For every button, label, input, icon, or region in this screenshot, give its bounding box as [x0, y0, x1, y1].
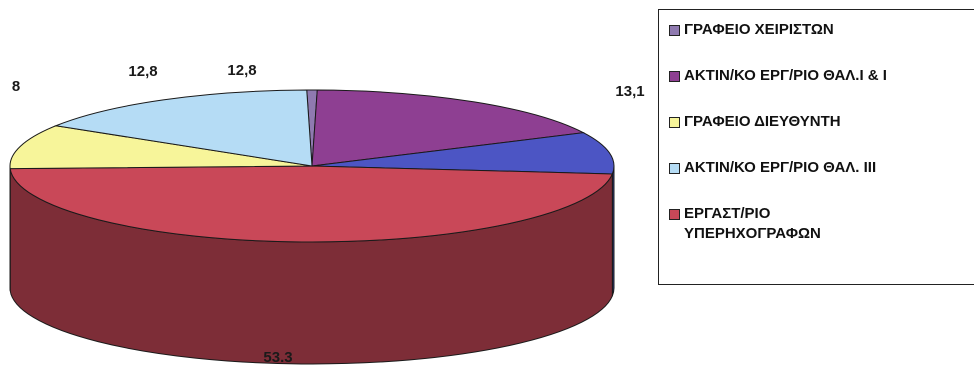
pie-top-layer	[9, 89, 615, 243]
slice-value-label-purple: 12,8	[227, 62, 256, 79]
pie-slice-top	[311, 89, 586, 167]
pie-label-layer: 12,8 13,1 53.3 8 12,8	[12, 62, 645, 365]
slice-value-label-red: 53.3	[263, 349, 292, 365]
legend-label: ΑΚΤΙΝ/ΚΟ ΕΡΓ/ΡΙΟ ΘΑΛ. ΙΙΙ	[684, 159, 877, 176]
legend-entry: ΓΡΑΦΕΙΟ ΧΕΙΡΙΣΤΩΝ	[669, 20, 974, 40]
legend-swatch	[669, 209, 680, 220]
slice-value-label-yellow: 8	[12, 78, 20, 95]
legend-swatch	[669, 163, 680, 174]
pie-slice-top	[9, 125, 313, 170]
pie-slice-top	[54, 89, 313, 167]
legend-label: ΕΡΓΑΣΤ/ΡΙΟ ΥΠΕΡΗΧΟΓΡΑΦΩΝ	[684, 205, 821, 242]
legend-label: ΓΡΑΦΕΙΟ ΧΕΙΡΙΣΤΩΝ	[684, 21, 834, 38]
legend-entry: ΑΚΤΙΝ/ΚΟ ΕΡΓ/ΡΙΟ ΘΑΛ. ΙΙΙ	[669, 158, 974, 178]
legend-entry: ΕΡΓΑΣΤ/ΡΙΟ ΥΠΕΡΗΧΟΓΡΑΦΩΝ	[669, 204, 974, 244]
legend-label: ΓΡΑΦΕΙΟ ΔΙΕΥΘΥΝΤΗ	[684, 113, 841, 130]
slice-value-label-blue: 13,1	[615, 83, 644, 100]
pie-slice-top	[9, 165, 614, 243]
chart-legend: ΓΡΑΦΕΙΟ ΧΕΙΡΙΣΤΩΝ ΑΚΤΙΝ/ΚΟ ΕΡΓ/ΡΙΟ ΘΑΛ.Ι…	[658, 9, 974, 285]
slice-value-label-lightblue: 12,8	[128, 63, 157, 80]
legend-swatch	[669, 25, 680, 36]
legend-swatch	[669, 71, 680, 82]
legend-swatch	[669, 117, 680, 128]
legend-entry: ΑΚΤΙΝ/ΚΟ ΕΡΓ/ΡΙΟ ΘΑΛ.Ι & Ι	[669, 66, 974, 86]
legend-entry: ΓΡΑΦΕΙΟ ΔΙΕΥΘΥΝΤΗ	[669, 112, 974, 132]
pie-slice-top	[311, 132, 615, 175]
legend-label: ΑΚΤΙΝ/ΚΟ ΕΡΓ/ΡΙΟ ΘΑΛ.Ι & Ι	[684, 67, 887, 84]
